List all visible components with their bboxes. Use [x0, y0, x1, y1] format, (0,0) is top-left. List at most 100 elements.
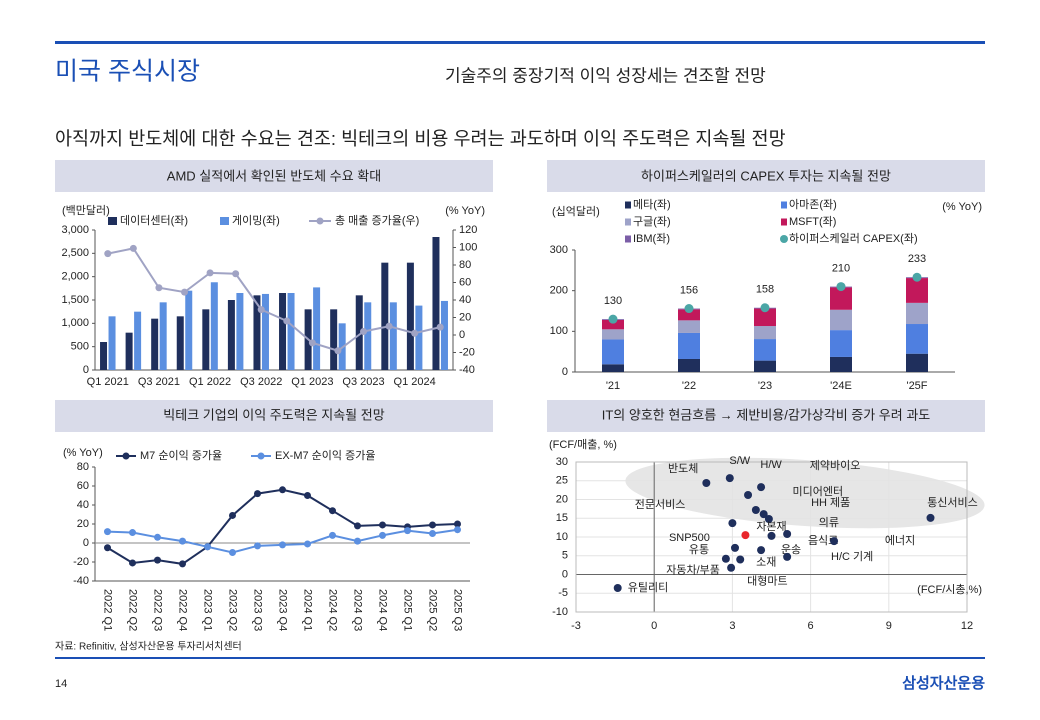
legend-swatch	[625, 235, 631, 243]
point	[232, 270, 240, 278]
bar	[381, 262, 389, 370]
y-tick-label: 100	[459, 241, 477, 253]
x-tick-label: 2024 Q4	[377, 589, 389, 631]
bar-segment	[830, 330, 852, 357]
x-tick-label: 2023 Q2	[227, 589, 239, 631]
point	[334, 347, 342, 355]
y-tick-label: 2,500	[61, 247, 89, 259]
point	[608, 314, 618, 324]
point	[354, 522, 361, 530]
bar	[151, 318, 159, 370]
x-tick-label: 2023 Q3	[252, 589, 264, 631]
bar-segment	[602, 319, 624, 330]
bar-segment	[602, 339, 624, 365]
legend-label: 총 매출 증가율(우)	[335, 214, 419, 227]
bar	[261, 293, 269, 370]
bar-segment	[602, 364, 624, 372]
legend-label: 구글(좌)	[633, 215, 671, 228]
point-label: 제약바이오	[810, 458, 861, 472]
bar	[313, 287, 321, 370]
point-label: 대형마트	[747, 575, 787, 588]
point	[454, 526, 461, 534]
value-label: 158	[756, 284, 774, 296]
panel-header	[55, 160, 493, 192]
point	[741, 531, 750, 540]
point	[736, 555, 745, 564]
bottom-rule	[55, 657, 985, 659]
point-label: 반도체	[668, 462, 698, 475]
point	[725, 474, 734, 483]
legend-label: MSFT(좌)	[789, 215, 836, 228]
y-tick-label: 40	[459, 294, 471, 306]
brand: 삼성자산운용	[902, 674, 985, 692]
x-tick-label: 2023 Q1	[202, 589, 214, 631]
bar	[355, 295, 363, 370]
point	[206, 269, 214, 277]
point	[436, 323, 444, 331]
legend-swatch	[625, 218, 631, 226]
y-tick-label: 80	[459, 259, 471, 271]
y-tick-label: -40	[73, 575, 89, 587]
legend-swatch	[625, 201, 631, 209]
x-tick-label: 2024 Q1	[302, 589, 314, 631]
x-tick-label: 2023 Q4	[277, 589, 289, 631]
point-label: H/W	[760, 459, 782, 471]
bar	[210, 282, 218, 370]
point	[204, 543, 211, 551]
point	[757, 546, 766, 555]
point-label: 유통	[689, 543, 709, 556]
legend-label: 게이밍(좌)	[232, 214, 280, 227]
y-tick-label: 30	[556, 456, 568, 468]
y-tick-label: 500	[71, 341, 89, 353]
x-tick-label: '21	[606, 380, 620, 392]
x-tick-label: 9	[886, 620, 892, 632]
point-label: 자동차/부품	[666, 564, 720, 577]
bar	[159, 302, 167, 370]
y-tick-label: 10	[556, 531, 568, 543]
y-tick-label: 100	[550, 325, 568, 337]
point-label: 통신서비스	[927, 496, 978, 509]
bar	[440, 300, 448, 370]
y-tick-label: -20	[459, 346, 475, 358]
y-tick-label: 80	[77, 461, 89, 473]
x-tick-label: Q3 2023	[342, 376, 384, 388]
bar	[279, 293, 287, 370]
chart-title: 하이퍼스케일러의 CAPEX 투자는 지속될 전망	[641, 168, 891, 183]
value-label: 233	[908, 253, 926, 265]
x-tick-label: 2025 Q3	[452, 589, 464, 631]
x-tick-label: 6	[808, 620, 814, 632]
y-tick-label: 0	[83, 364, 89, 376]
y-tick-label: 15	[556, 512, 568, 524]
point	[279, 486, 286, 494]
point-label: 에너지	[885, 534, 915, 547]
y-axis-label: (십억달러)	[552, 205, 600, 218]
bar-segment	[906, 278, 928, 303]
point	[702, 479, 711, 487]
chart-title: IT의 양호한 현금흐름 → 제반비용/감가상각비 증가 우려 과도	[602, 407, 931, 422]
x-tick-label: Q3 2022	[240, 376, 282, 388]
point	[229, 511, 236, 519]
subtitle: 기술주의 중장기적 이익 성장세는 견조할 전망	[445, 66, 766, 85]
point	[257, 306, 265, 314]
panel-header	[547, 400, 985, 432]
point-label: 유틸리티	[628, 581, 668, 594]
point	[304, 492, 311, 499]
bar-segment	[906, 353, 928, 372]
line	[107, 528, 458, 554]
y-tick-label: 60	[459, 276, 471, 288]
y-tick-label: 25	[556, 475, 568, 487]
point	[385, 322, 393, 330]
x-tick-label: 2024 Q3	[352, 589, 364, 631]
y-axis-label: (백만달러)	[62, 204, 110, 217]
point	[454, 520, 461, 528]
bar	[253, 295, 261, 370]
legend-swatch	[781, 218, 787, 226]
point	[329, 531, 336, 539]
point	[129, 529, 136, 537]
bar	[185, 290, 193, 370]
legend-marker	[122, 452, 130, 460]
point	[104, 528, 111, 536]
point	[154, 556, 161, 564]
y-tick-label: -20	[73, 556, 89, 568]
y-tick-label: 200	[550, 285, 568, 297]
